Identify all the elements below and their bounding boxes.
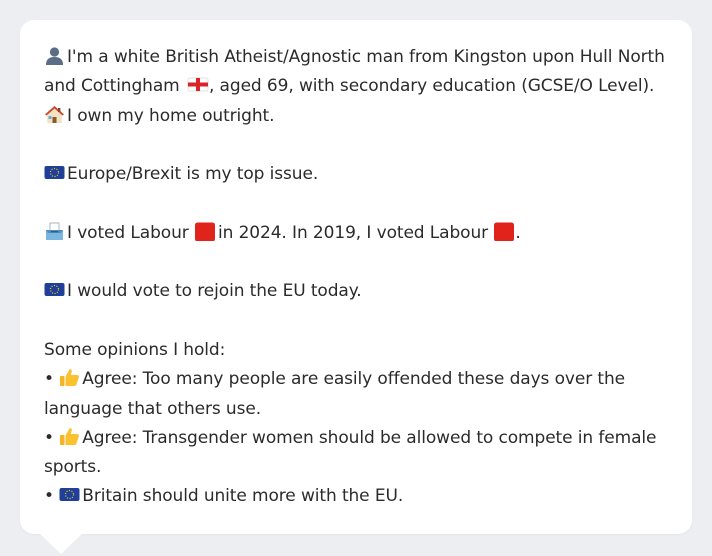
eu-flag-icon <box>59 485 80 504</box>
spacer <box>44 307 668 336</box>
eu-flag-icon <box>44 163 65 182</box>
speech-bubble-pointer <box>40 534 82 554</box>
ballot-box-icon <box>44 222 65 241</box>
vote-text-2: in 2024. In 2019, I voted Labour <box>217 222 489 243</box>
bullet: • <box>44 486 54 507</box>
spacer <box>44 189 668 218</box>
intro-text-1: I'm a white British Atheist/Agnostic man… <box>44 47 665 97</box>
intro-text-2: , aged 69, with secondary education (GCS… <box>208 76 655 97</box>
opinion-item: • Agree: Too many people are easily offe… <box>44 365 668 424</box>
opinions-heading: Some opinions I hold: <box>44 339 226 360</box>
top-issue-text: Europe/Brexit is my top issue. <box>67 164 319 185</box>
intro-paragraph: I'm a white British Atheist/Agnostic man… <box>44 43 668 131</box>
opinion-text: Britain should unite more with the EU. <box>82 486 404 507</box>
red-square-icon <box>194 222 216 241</box>
red-square-icon <box>493 222 515 241</box>
house-icon <box>44 105 65 124</box>
thumbs-up-icon <box>59 368 80 387</box>
person-icon <box>44 46 65 65</box>
bullet: • <box>44 369 54 390</box>
top-issue-paragraph: Europe/Brexit is my top issue. <box>44 160 668 189</box>
opinion-item: • Agree: Transgender women should be all… <box>44 424 668 483</box>
rejoin-paragraph: I would vote to rejoin the EU today. <box>44 277 668 306</box>
intro-text-3: I own my home outright. <box>67 105 275 126</box>
vote-text-3: . <box>515 222 521 243</box>
england-flag-icon <box>187 75 209 94</box>
opinion-item: • Britain should unite more with the EU. <box>44 482 668 511</box>
vote-paragraph: I voted Labour in 2024. In 2019, I voted… <box>44 219 668 248</box>
persona-card: I'm a white British Atheist/Agnostic man… <box>20 20 692 534</box>
vote-text-1: I voted Labour <box>67 222 189 243</box>
spacer <box>44 248 668 277</box>
thumbs-up-icon <box>59 427 80 446</box>
persona-text: I'm a white British Atheist/Agnostic man… <box>44 43 668 512</box>
rejoin-text: I would vote to rejoin the EU today. <box>67 281 362 302</box>
bullet: • <box>44 427 54 448</box>
opinion-text: Agree: Transgender women should be allow… <box>44 427 657 478</box>
opinion-text: Agree: Too many people are easily offend… <box>44 369 626 419</box>
eu-flag-icon <box>44 280 65 299</box>
spacer <box>44 131 668 160</box>
